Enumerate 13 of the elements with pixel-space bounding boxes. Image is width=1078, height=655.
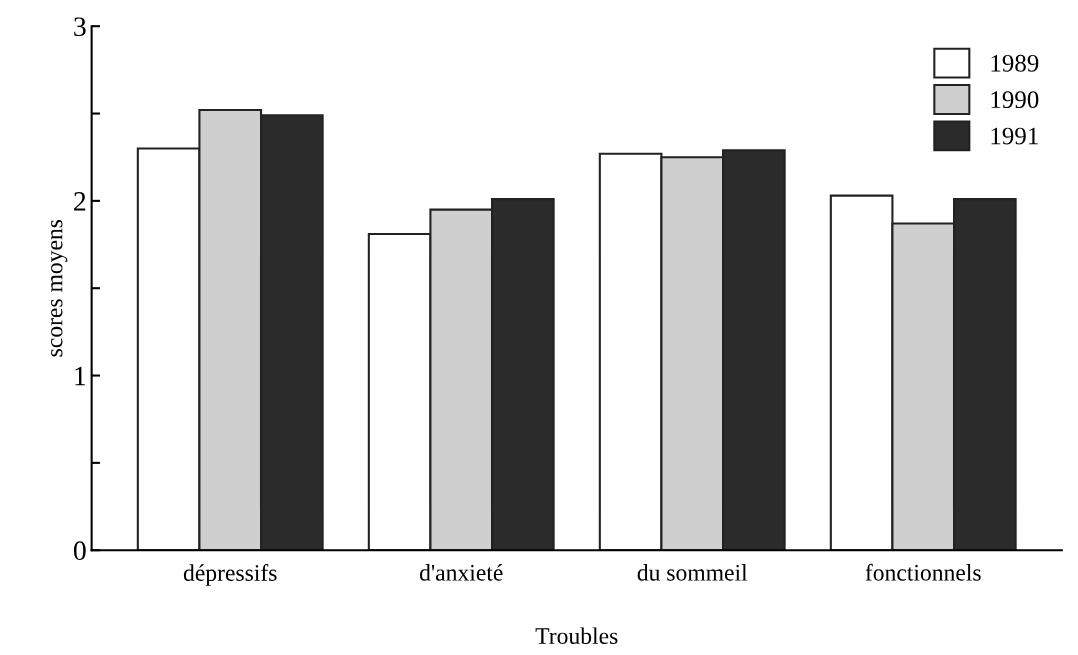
x-axis-title: Troubles: [535, 627, 618, 645]
legend-label: 1989: [991, 54, 1039, 72]
x-tick-label: fonctionnels: [865, 563, 981, 581]
y-axis-title: scores moyens: [51, 219, 68, 357]
y-tick-label: 3: [74, 17, 86, 37]
x-tick-label: du sommeil: [637, 564, 748, 581]
y-tick-label: 1: [75, 366, 86, 386]
y-tick-label: 0: [73, 541, 86, 561]
legend-label: 1991: [991, 127, 1038, 145]
x-tick-label: d'anxieté: [419, 564, 503, 581]
legend-label: 1990: [991, 91, 1039, 109]
y-tick-label: 2: [74, 192, 86, 211]
x-tick-label: dépressifs: [183, 564, 277, 586]
